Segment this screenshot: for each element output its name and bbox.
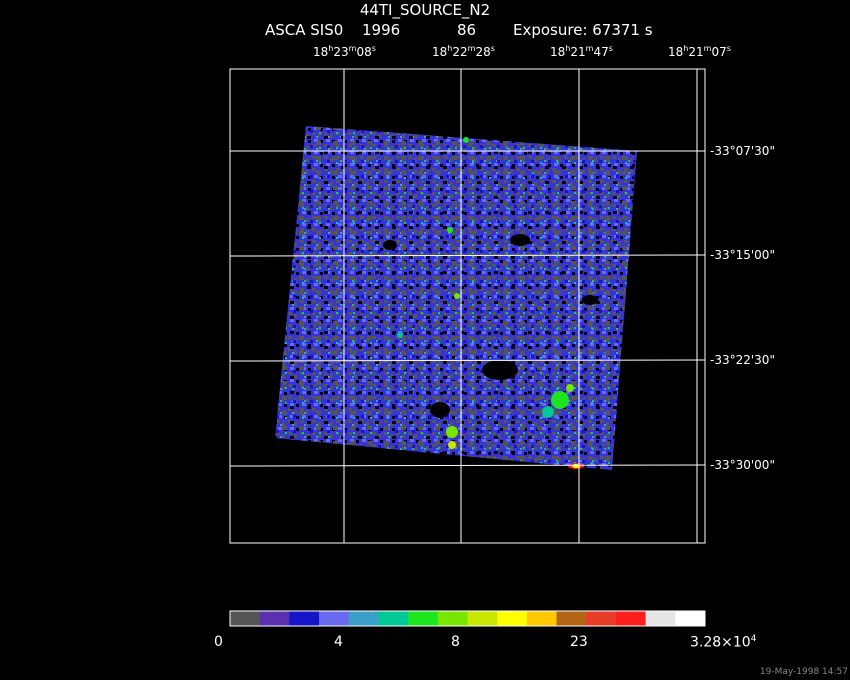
exposure-label: Exposure: 67371 s xyxy=(513,21,653,39)
colorbar-swatch xyxy=(675,611,706,626)
colorbar-label: 4 xyxy=(334,634,343,650)
dec-tick-label: -33°30'00" xyxy=(710,458,775,472)
colorbar-swatch xyxy=(615,611,647,626)
colorbar-swatch xyxy=(319,611,350,626)
exposure-map-region xyxy=(275,126,637,470)
colorbar-swatch xyxy=(586,611,617,626)
ra-tick-label: 18h23m08s xyxy=(313,44,376,59)
coordinate-grid xyxy=(229,69,706,543)
colorbar-swatch xyxy=(526,611,558,626)
ra-tick-label: 18h21m47s xyxy=(550,44,613,59)
colorbar-label: 23 xyxy=(570,634,588,650)
colorbar-swatch xyxy=(645,611,676,626)
dec-tick-label: -33°22'30" xyxy=(710,353,775,367)
colorbar-swatch xyxy=(437,611,468,626)
colorbar-swatch xyxy=(289,611,320,626)
colorbar xyxy=(230,611,706,626)
colorbar-swatch xyxy=(556,611,587,626)
day-label: 86 xyxy=(457,21,477,39)
colorbar-swatch xyxy=(348,611,379,626)
image-title: 44TI_SOURCE_N2 xyxy=(359,1,491,19)
colorbar-swatch xyxy=(497,611,528,626)
colorbar-swatch xyxy=(378,611,409,626)
colorbar-label: 8 xyxy=(451,634,460,650)
colorbar-swatch xyxy=(408,611,439,626)
year-label: 1996 xyxy=(362,21,401,39)
colorbar-swatch xyxy=(259,611,290,626)
colorbar-label: 0 xyxy=(214,634,223,650)
plot-frame xyxy=(229,68,706,544)
ra-tick-label: 18h22m28s xyxy=(432,44,495,59)
colorbar-swatch xyxy=(467,611,498,626)
instrument-label: ASCA SIS0 xyxy=(265,21,344,39)
colorbar-frame xyxy=(229,610,706,627)
colorbar-label-max: 3.28×104 xyxy=(690,634,757,651)
dec-tick-label: -33°07'30" xyxy=(710,144,775,158)
dec-tick-label: -33°15'00" xyxy=(710,248,775,262)
ra-tick-label: 18h21m07s xyxy=(668,44,731,59)
colorbar-swatch xyxy=(230,611,261,626)
timestamp: 19-May-1998 14:57 xyxy=(759,667,848,677)
